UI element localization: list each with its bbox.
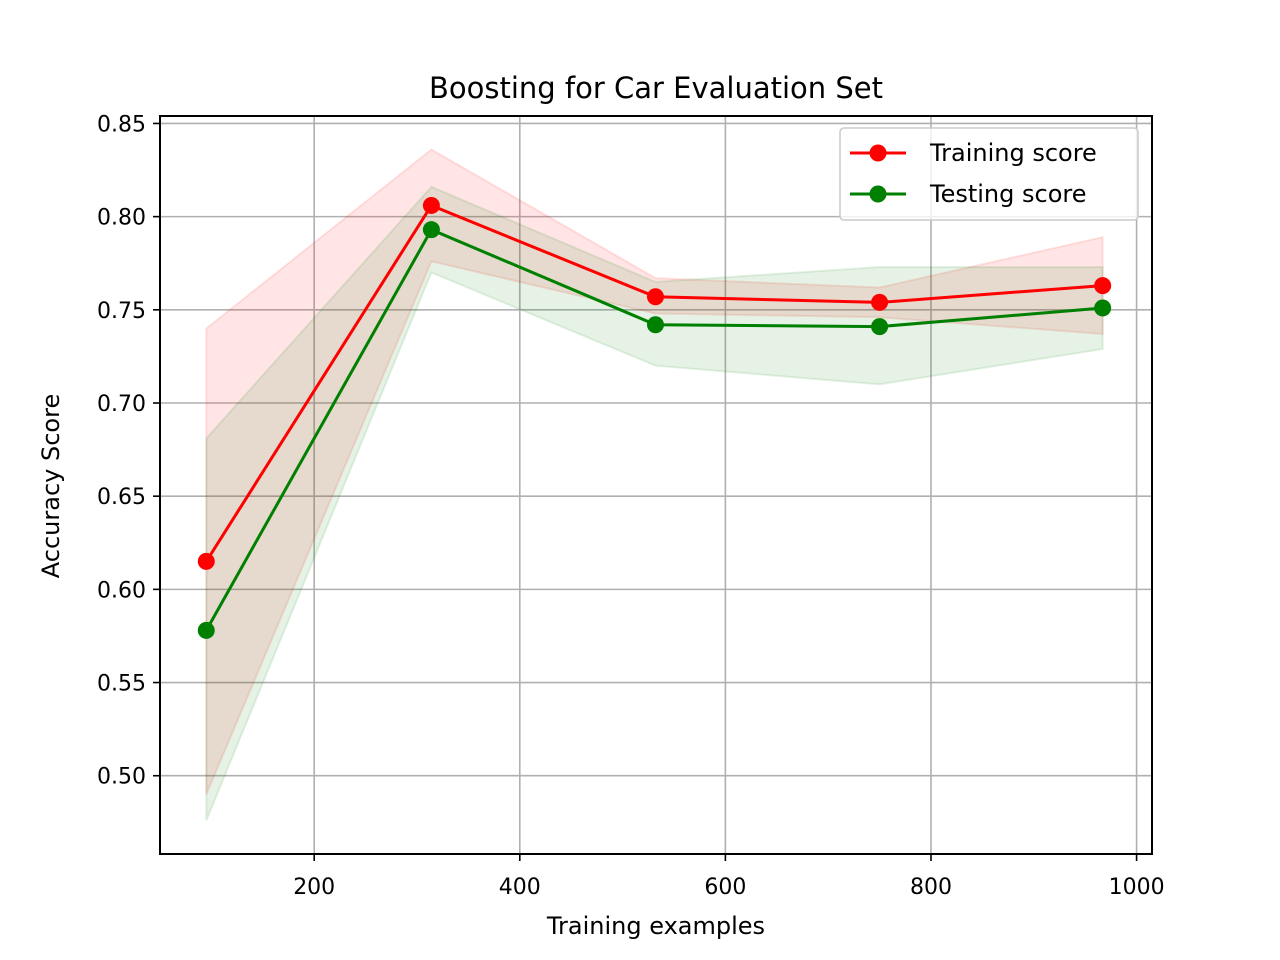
data-point: [197, 552, 215, 570]
y-tick-label: 0.60: [97, 578, 146, 603]
x-tick-label: 400: [499, 875, 541, 900]
y-tick-label: 0.65: [97, 485, 146, 510]
x-tick-label: 800: [910, 875, 952, 900]
data-point: [422, 196, 440, 214]
x-tick-label: 1000: [1109, 875, 1165, 900]
confidence-band: [205, 185, 1104, 821]
chart-title: Boosting for Car Evaluation Set: [429, 71, 883, 105]
legend-marker: [869, 185, 887, 203]
y-tick-label: 0.75: [97, 299, 146, 324]
data-point: [197, 621, 215, 639]
y-tick-label: 0.85: [97, 112, 146, 137]
legend: Training score Testing score: [839, 127, 1139, 221]
x-tick-label: 600: [704, 875, 746, 900]
data-point: [422, 221, 440, 239]
data-point: [1094, 299, 1112, 317]
legend-marker: [869, 144, 887, 162]
y-tick-label: 0.50: [97, 765, 146, 790]
plot-area: 200 400 600 800 1000 0.50 0.55 0.60 0.65 0.70 0.75…: [97, 112, 1165, 900]
y-tick-label: 0.55: [97, 672, 146, 697]
data-point: [871, 293, 889, 311]
legend-box: [839, 127, 1139, 221]
axes-frame: [159, 115, 1153, 855]
y-axis-title: Accuracy Score: [37, 394, 65, 578]
data-point: [1094, 277, 1112, 295]
legend-label: Testing score: [929, 180, 1087, 208]
data-point: [871, 318, 889, 336]
data-point: [646, 288, 664, 306]
legend-label: Training score: [929, 139, 1097, 167]
data-point: [646, 316, 664, 334]
y-tick-label: 0.80: [97, 206, 146, 231]
x-tick-label: 200: [293, 875, 335, 900]
y-tick-label: 0.70: [97, 392, 146, 417]
x-axis-title: Training examples: [546, 912, 765, 940]
